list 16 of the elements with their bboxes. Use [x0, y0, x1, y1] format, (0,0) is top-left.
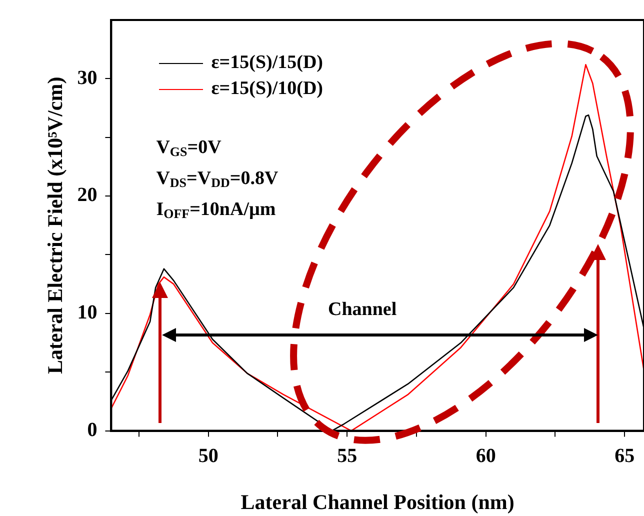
y-tick-label: 30 — [77, 66, 98, 89]
y-axis-title: Lateral Electric Field (x10⁵V/cm) — [43, 76, 68, 374]
annotation: V$_{GS}$=0V — [156, 137, 222, 159]
x-tick-label: 50 — [198, 444, 218, 467]
legend-label: ε=15(S)/15(D) — [211, 52, 324, 74]
x-tick-label: 65 — [614, 444, 635, 467]
annotation: I$_{OFF}$=10nA/µm — [156, 199, 276, 221]
annotation: Channel — [328, 299, 397, 320]
x-axis-title: Lateral Channel Position (nm) — [240, 490, 514, 514]
y-tick-label: 20 — [77, 184, 98, 206]
y-tick-label: 10 — [77, 302, 98, 324]
annotation: V$_{DS}$=V$_{DD}$=0.8V — [156, 168, 278, 190]
x-tick-label: 55 — [337, 444, 358, 467]
y-tick-label: 0 — [87, 418, 98, 441]
x-tick-label: 60 — [476, 444, 496, 467]
legend-label: ε=15(S)/10(D) — [211, 78, 324, 100]
